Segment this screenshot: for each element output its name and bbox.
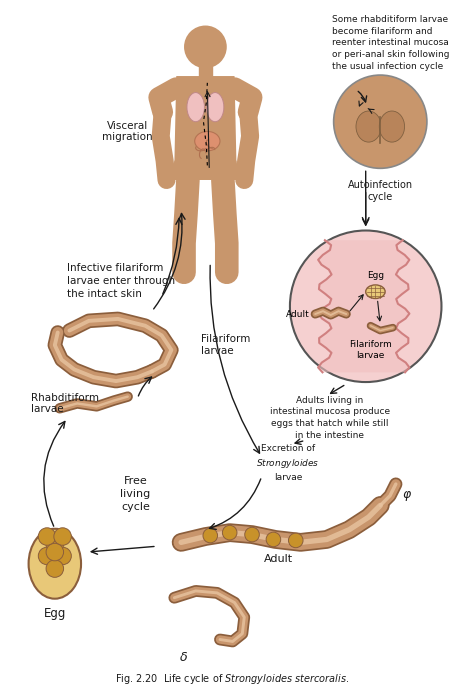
Circle shape [288, 533, 302, 547]
Circle shape [266, 532, 280, 547]
Ellipse shape [187, 92, 204, 122]
Circle shape [222, 526, 237, 540]
Text: Egg: Egg [366, 271, 383, 280]
Text: Filariform
larvae: Filariform larvae [200, 335, 249, 356]
Text: Autoinfection
cycle: Autoinfection cycle [347, 180, 412, 202]
Polygon shape [171, 160, 239, 180]
Circle shape [184, 25, 226, 69]
Circle shape [46, 543, 63, 561]
Text: Adult: Adult [263, 554, 292, 564]
Text: Egg: Egg [43, 608, 66, 620]
Ellipse shape [365, 285, 384, 298]
Text: Adults living in
intestinal mucosa produce
eggs that hatch while still
in the in: Adults living in intestinal mucosa produ… [269, 395, 389, 440]
Text: Some rhabditiform larvae
become filariform and
reenter intestinal mucosa
or peri: Some rhabditiform larvae become filarifo… [331, 15, 448, 71]
Ellipse shape [194, 132, 219, 150]
Text: Visceral
migration: Visceral migration [102, 120, 153, 142]
Text: Adult: Adult [285, 309, 309, 318]
Ellipse shape [378, 111, 404, 142]
Text: Excretion of
$\it{Strongyloides}$
larvae: Excretion of $\it{Strongyloides}$ larvae [256, 444, 319, 482]
Polygon shape [174, 76, 236, 165]
Ellipse shape [206, 92, 223, 122]
Circle shape [203, 528, 217, 542]
Text: Infective filariform
larvae enter through
the intact skin: Infective filariform larvae enter throug… [67, 262, 175, 299]
Text: Filariform
larvae: Filariform larvae [348, 340, 391, 360]
Text: $\delta$: $\delta$ [179, 651, 188, 664]
Circle shape [38, 528, 56, 545]
Circle shape [289, 230, 441, 382]
Circle shape [46, 560, 63, 577]
Text: Rhabditiform
larvae: Rhabditiform larvae [30, 393, 99, 414]
Polygon shape [317, 240, 408, 372]
Circle shape [46, 536, 63, 553]
Circle shape [333, 75, 426, 168]
Text: Free
living
cycle: Free living cycle [120, 475, 150, 512]
Ellipse shape [29, 528, 81, 598]
Text: Fig. 2.20  Life cycle of $\it{Strongyloides\ stercoralis}$.: Fig. 2.20 Life cycle of $\it{Strongyloid… [115, 672, 349, 686]
Circle shape [54, 547, 71, 565]
Circle shape [38, 547, 56, 565]
Circle shape [54, 528, 71, 545]
Text: $\varphi$: $\varphi$ [401, 489, 411, 503]
Circle shape [244, 527, 259, 542]
Ellipse shape [355, 111, 380, 142]
Polygon shape [198, 65, 212, 76]
